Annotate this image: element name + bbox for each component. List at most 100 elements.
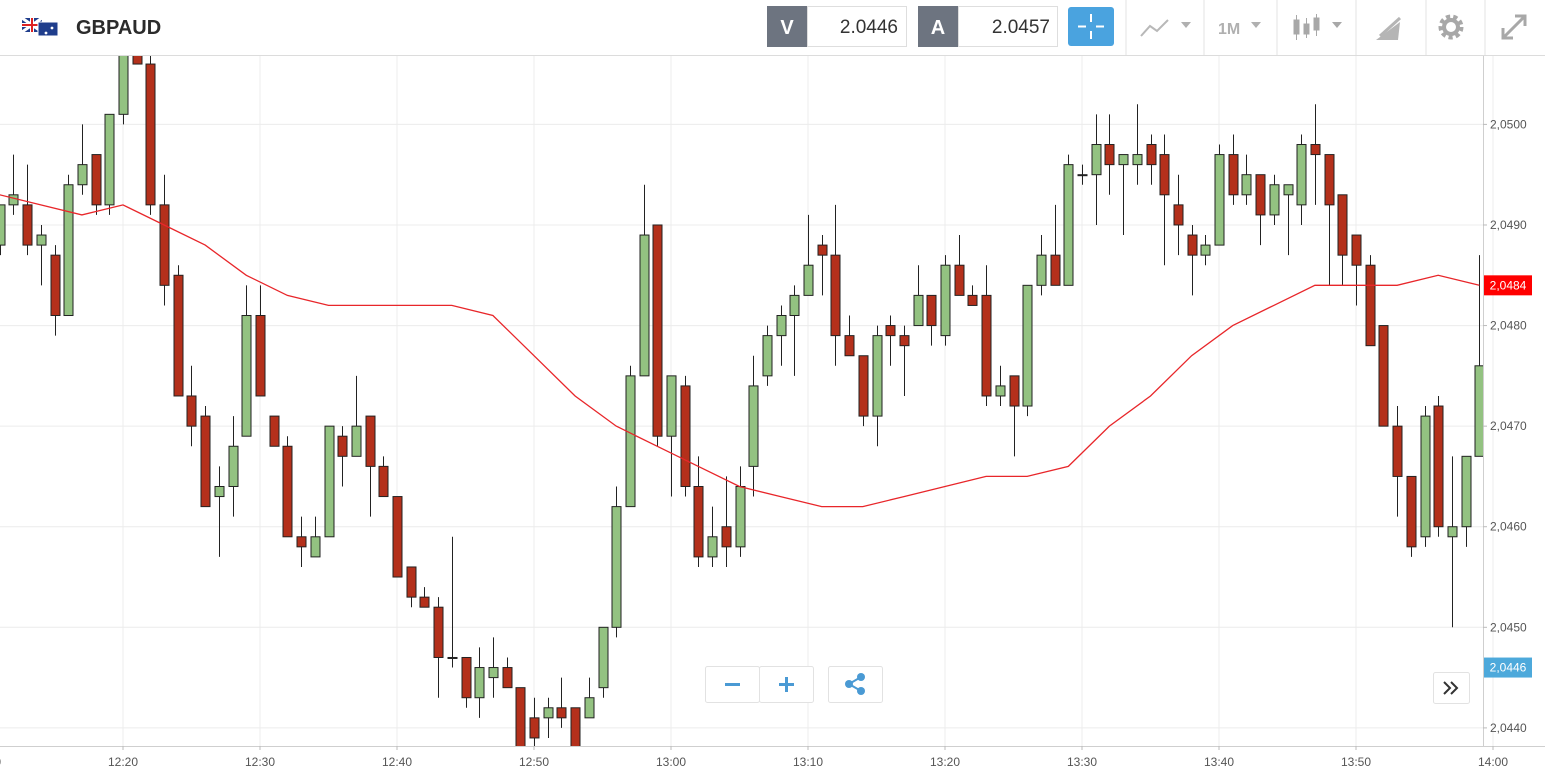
candle-body (899, 335, 910, 347)
candle-body (77, 164, 88, 186)
x-tick-label: 13:50 (1341, 755, 1371, 769)
y-tick-label: 2,0490 (1490, 218, 1527, 232)
candle-body (1337, 194, 1348, 256)
candle-body (132, 56, 143, 65)
candle-body (776, 315, 787, 337)
candle-body (1433, 405, 1444, 528)
candle-body (50, 254, 61, 317)
candle-body (419, 596, 430, 608)
candle-body (1200, 244, 1211, 256)
draw-button[interactable] (1376, 16, 1402, 40)
candle-body (474, 667, 485, 699)
candle-body (1159, 154, 1170, 196)
axes: 2,0440 2,0450 2,0460 2,0470 2,0480 2,0490 2,05… (0, 117, 1532, 769)
buy-price: 2.0457 (992, 17, 1050, 38)
candle-body (680, 385, 691, 487)
candle-body (1104, 144, 1115, 166)
candle-body (735, 485, 746, 548)
candle-body (1351, 234, 1362, 266)
share-button[interactable] (828, 666, 883, 703)
ma-price-marker (1484, 275, 1532, 296)
fullscreen-button[interactable] (1501, 14, 1527, 40)
candle-body (1296, 144, 1307, 206)
y-tick-label: 2,0440 (1490, 721, 1527, 735)
candle-body (556, 707, 567, 719)
timeframe-button[interactable]: 1M (1218, 21, 1261, 38)
candle-body (433, 606, 444, 658)
candle-body (1392, 425, 1403, 477)
zoom-in-button[interactable] (759, 666, 814, 703)
candle-body (502, 667, 513, 689)
candle-body (1050, 254, 1061, 286)
candle-body (1283, 184, 1294, 196)
candle-body (461, 656, 472, 699)
settings-button[interactable] (1438, 14, 1464, 40)
candle-body (1241, 174, 1252, 196)
candle-body (351, 425, 362, 457)
candle-body (789, 294, 800, 317)
candle-body (995, 385, 1006, 397)
candle-body (1269, 184, 1280, 216)
candle-body (1132, 154, 1143, 166)
candle-body (940, 264, 951, 337)
candle-body (762, 335, 773, 377)
crosshair-button[interactable] (1068, 7, 1114, 46)
candle-body (721, 526, 732, 548)
candle-body (145, 63, 156, 206)
candle-body (543, 707, 554, 719)
candle-body (570, 707, 581, 746)
grid (0, 56, 1494, 746)
x-tick-label: 13:00 (656, 755, 686, 769)
sell-button[interactable]: V 2.0446 (767, 6, 907, 47)
candle-body (844, 335, 855, 357)
sell-price: 2.0446 (840, 17, 898, 38)
buy-label: A (931, 17, 945, 39)
candle-body (1214, 154, 1225, 246)
candle-body (598, 626, 609, 689)
candle-body (0, 204, 6, 246)
candle-body (1036, 254, 1047, 286)
candle-body (1187, 234, 1198, 256)
candle-body (282, 445, 293, 538)
candle-body (803, 264, 814, 296)
candle-body (913, 294, 924, 327)
candle-body (228, 445, 239, 487)
x-tick-label: 12:30 (245, 755, 275, 769)
candle-body (611, 506, 622, 628)
candle-body (159, 204, 170, 286)
candle-body (1420, 415, 1431, 538)
candle-body (954, 264, 965, 296)
candle-body (36, 234, 47, 246)
x-tick-label: 13:20 (930, 755, 960, 769)
candle-body (584, 697, 595, 719)
flag (21, 16, 59, 37)
candle-body (1077, 174, 1088, 177)
candle-body (707, 536, 718, 558)
candle-body (1365, 264, 1376, 347)
candle-body (1091, 144, 1102, 176)
scroll-right-button[interactable] (1433, 672, 1470, 704)
candle-body (1378, 325, 1389, 427)
y-tick-label: 2,0480 (1490, 319, 1527, 333)
candle-body (214, 485, 225, 498)
buy-button[interactable]: A 2.0457 (918, 6, 1058, 47)
candle-body (118, 56, 129, 115)
y-tick-label: 2,0460 (1490, 520, 1527, 534)
candle-body (104, 113, 115, 206)
candle-body (1406, 475, 1417, 548)
candle-body (639, 234, 650, 377)
last-price-marker-label: 2,0446 (1490, 661, 1527, 675)
candle-body (1474, 365, 1483, 457)
plot-area (0, 56, 1483, 746)
indicator-button[interactable] (1140, 19, 1191, 37)
candle-body (200, 415, 211, 508)
candle-body (241, 315, 252, 437)
candle-body (269, 415, 280, 447)
candle-body (1118, 154, 1129, 166)
chart-type-button[interactable] (1293, 14, 1342, 40)
candle-body (926, 294, 937, 327)
candle-body (858, 355, 869, 417)
zoom-out-button[interactable] (705, 666, 760, 703)
